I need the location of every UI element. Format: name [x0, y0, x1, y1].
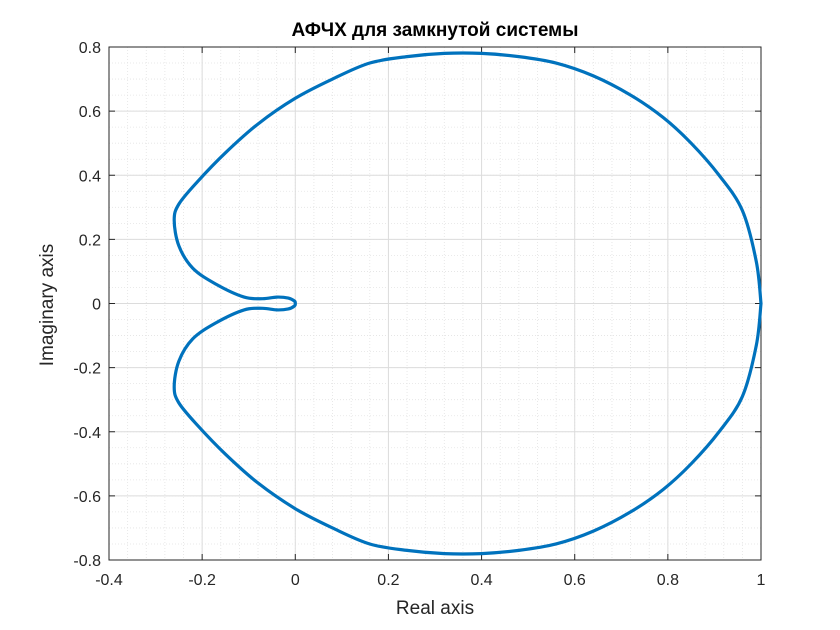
y-tick-label: -0.6: [73, 489, 101, 506]
x-tick-label: 0.6: [564, 572, 586, 589]
x-tick-label: 0.4: [470, 572, 492, 589]
y-tick-label: -0.2: [73, 361, 101, 378]
y-tick-label: 0: [92, 297, 101, 314]
y-tick-label: 0.8: [79, 40, 101, 57]
x-tick-label: 0.2: [377, 572, 399, 589]
y-tick-label: 0.2: [79, 232, 101, 249]
y-tick-label: -0.8: [73, 553, 101, 570]
y-tick-label: 0.4: [79, 168, 101, 185]
y-tick-label: -0.4: [73, 425, 101, 442]
chart-title: АФЧХ для замкнутой системы: [291, 20, 579, 41]
nyquist-curve: [172, 51, 763, 556]
x-tick-label: -0.2: [188, 572, 216, 589]
x-axis-label: Real axis: [395, 598, 475, 619]
x-tick-label: -0.4: [95, 572, 123, 589]
y-axis-label: Imaginary axis: [37, 243, 58, 367]
x-tick-label: 1: [757, 572, 766, 589]
y-tick-label: 0.6: [79, 104, 101, 121]
x-tick-label: 0: [291, 572, 300, 589]
x-tick-label: 0.8: [657, 572, 679, 589]
